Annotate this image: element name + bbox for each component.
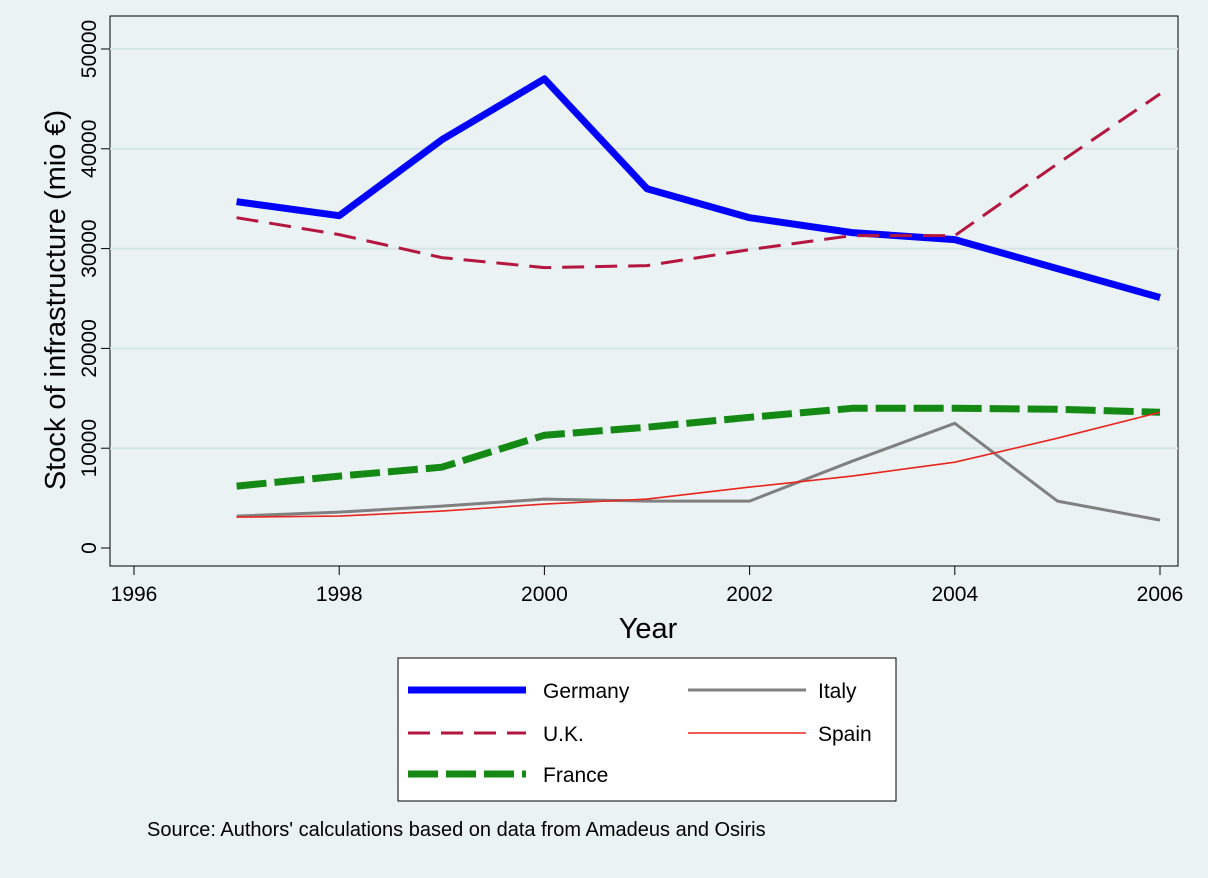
series-line-france [236,404,1161,490]
y-tick-label: 30000 [78,219,101,277]
series-line-italy [236,421,1161,522]
legend-label: Spain [818,723,872,746]
y-tick-label: 20000 [78,319,101,377]
plot-area [109,15,1179,567]
series-line-uk [236,92,1161,270]
y-tick-label: 10000 [78,419,101,477]
legend-label: Italy [818,680,857,703]
x-tick-label: 2006 [1137,583,1184,606]
x-tick-label: 2004 [931,583,978,606]
legend: Germany U.K. France Italy Spain [397,657,897,802]
x-axis-title: Year [619,613,678,645]
source-note: Source: Authors' calculations based on d… [147,819,766,841]
series-line-germany [236,75,1161,301]
legend-label: France [543,764,608,787]
legend-box [397,657,897,802]
y-tick-label: 50000 [78,20,101,78]
x-tick-label: 1996 [111,583,158,606]
axes: 0 10000 20000 30000 40000 50000 1996 1998 2000 20… [78,20,1183,606]
x-tick-label: 2000 [521,583,568,606]
x-tick-label: 2002 [726,583,773,606]
y-tick-label: 0 [78,542,101,554]
y-tick-label: 40000 [78,120,101,178]
series-group [236,75,1161,522]
legend-label: U.K. [543,723,584,746]
grid [110,48,1178,450]
series-line-spain [236,411,1161,518]
legend-label: Germany [543,680,630,703]
y-axis-title: Stock of infrastructure (mio €) [40,110,72,490]
x-tick-label: 1998 [316,583,363,606]
